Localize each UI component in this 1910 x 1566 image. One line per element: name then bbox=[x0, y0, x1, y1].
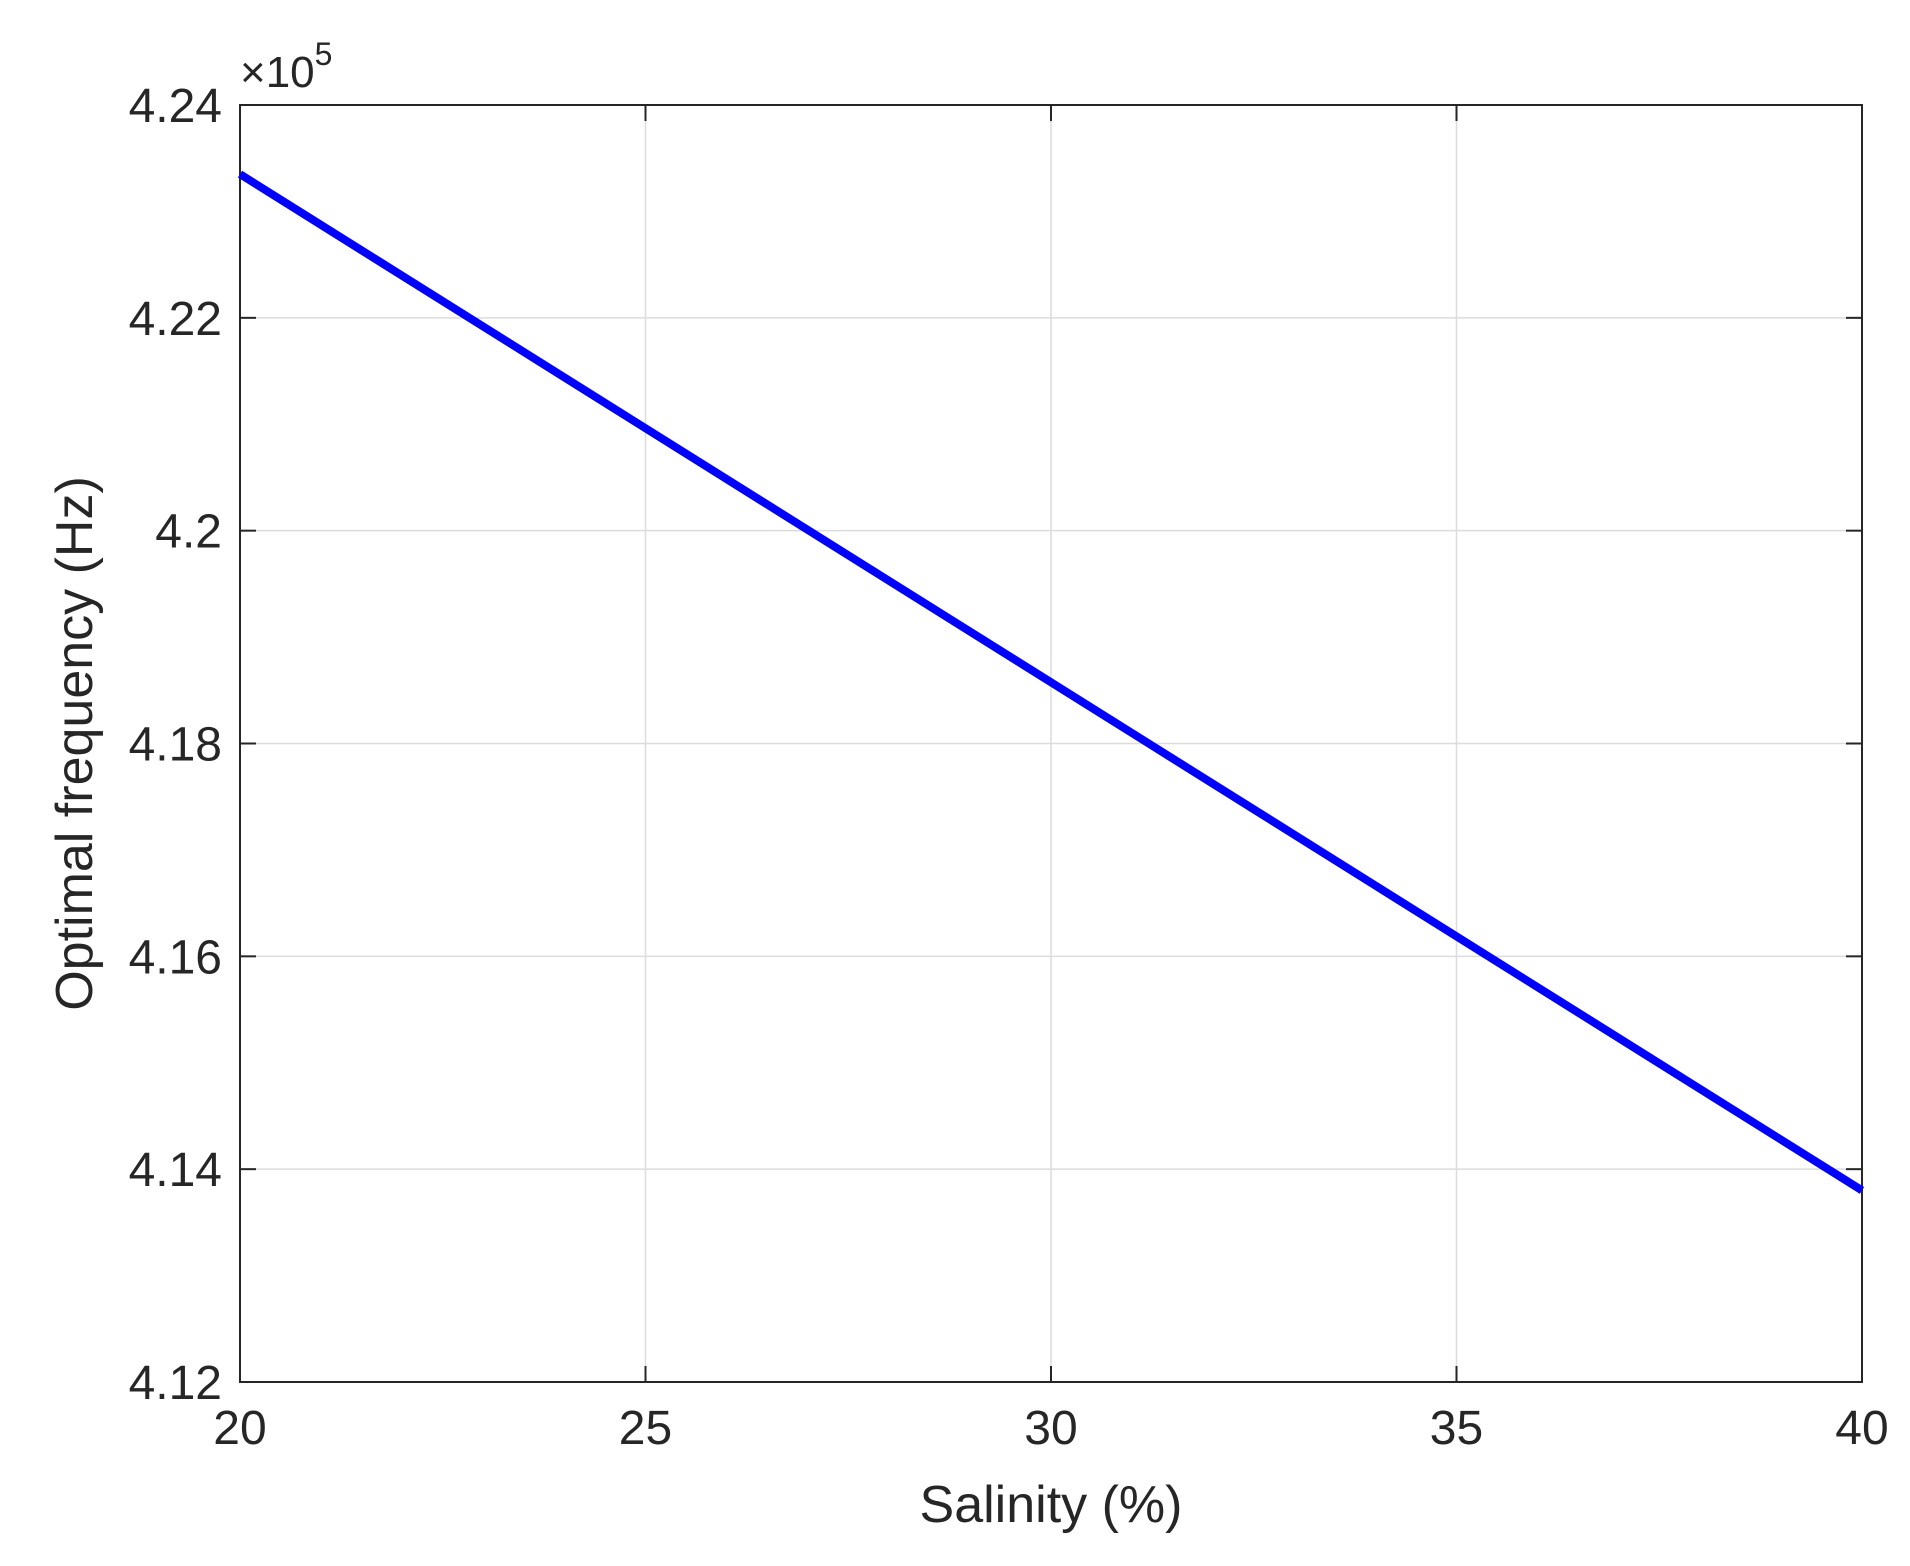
series-group bbox=[237, 170, 1865, 1194]
y-axis-label: Optimal frequency (Hz) bbox=[46, 476, 104, 1011]
y-tick-label: 4.2 bbox=[155, 506, 222, 559]
y-tick-label: 4.14 bbox=[129, 1144, 222, 1197]
axis-ticks bbox=[239, 104, 1863, 1383]
y-tick-label: 4.12 bbox=[129, 1357, 222, 1410]
y-axis-exponent: ×105 bbox=[240, 36, 332, 97]
y-tick-label: 4.16 bbox=[129, 931, 222, 984]
x-tick-label: 35 bbox=[1430, 1402, 1483, 1455]
x-tick-label: 20 bbox=[213, 1402, 266, 1455]
x-axis-label: Salinity (%) bbox=[920, 1476, 1183, 1534]
y-tick-label: 4.22 bbox=[129, 293, 222, 346]
x-tick-labels: 20 25 30 35 40 bbox=[213, 1402, 1888, 1455]
x-tick-label: 25 bbox=[619, 1402, 672, 1455]
y-exponent-base: ×10 bbox=[240, 48, 315, 97]
x-tick-label: 30 bbox=[1024, 1402, 1077, 1455]
x-tick-label: 40 bbox=[1835, 1402, 1888, 1455]
y-tick-label: 4.24 bbox=[129, 80, 222, 133]
y-exponent-power: 5 bbox=[315, 36, 333, 72]
y-tick-label: 4.18 bbox=[129, 719, 222, 772]
y-tick-labels: 4.12 4.14 4.16 4.18 4.2 4.22 4.24 bbox=[129, 80, 222, 1410]
series-line bbox=[237, 170, 1865, 1194]
